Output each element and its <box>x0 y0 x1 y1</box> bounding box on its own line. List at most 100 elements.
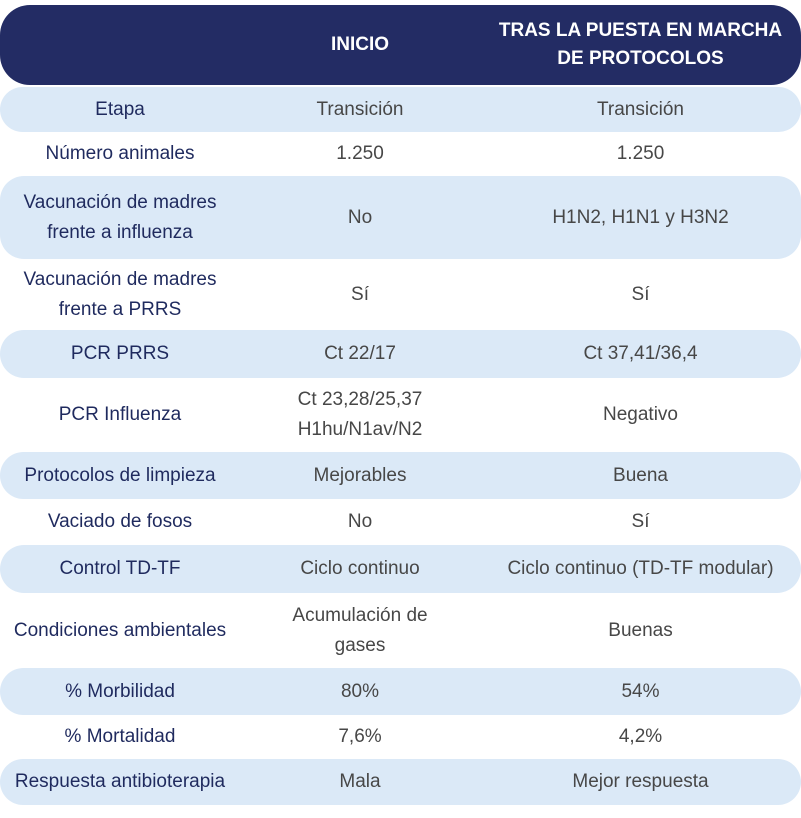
table-row: Vaciado de fosos No Sí <box>0 499 801 545</box>
text-line: Buenas <box>608 619 673 641</box>
row-label: Número animales <box>0 132 240 176</box>
table-cell: Ct 23,28/25,37 H1hu/N1av/N2 <box>240 378 480 452</box>
table-row: Respuesta antibioterapia Mala Mejor respue… <box>0 759 801 805</box>
text-line: Acumulación de <box>292 604 428 626</box>
text-line: INICIO <box>330 34 390 55</box>
text-line: Etapa <box>95 98 145 120</box>
table-cell: 1.250 <box>240 132 480 176</box>
row-label: % Mortalidad <box>0 715 240 759</box>
text-line: frente a influenza <box>47 221 193 243</box>
text-line: Negativo <box>603 404 678 425</box>
text-line: % Morbilidad <box>65 680 175 702</box>
table-row: PCR PRRS Ct 22/17 Ct 37,41/36,4 <box>0 330 801 378</box>
text-line: Protocolos de limpieza <box>24 464 216 486</box>
row-label: Control TD-TF <box>0 545 240 593</box>
row-label: % Morbilidad <box>0 668 240 715</box>
text-line: 1.250 <box>336 143 384 164</box>
text-line: Buena <box>613 464 668 486</box>
table-cell: Negativo <box>480 378 801 452</box>
text-line: Ct 23,28/25,37 <box>297 389 423 410</box>
text-line: Mejor respuesta <box>572 771 709 792</box>
text-line: Vaciado de fosos <box>47 511 193 532</box>
table-row: % Morbilidad 80% 54% <box>0 668 801 715</box>
table-row: PCR Influenza Ct 23,28/25,37 H1hu/N1av/N2 N… <box>0 378 801 452</box>
text-line: Vacunación de madres <box>23 191 217 213</box>
text-line: 7,6% <box>338 726 382 747</box>
text-line: No <box>347 206 373 228</box>
row-label: Vacunación de madres frente a PRRS <box>0 259 240 330</box>
table-cell: Sí <box>240 259 480 330</box>
row-label: Protocolos de limpieza <box>0 452 240 499</box>
text-line: 80% <box>340 680 380 702</box>
table-cell: Acumulación de gases <box>240 593 480 668</box>
text-line: Número animales <box>45 143 195 164</box>
text-line: Respuesta antibioterapia <box>14 771 226 792</box>
table-cell: Ciclo continuo <box>240 545 480 593</box>
row-label: Etapa <box>0 87 240 132</box>
table-row: Vacunación de madres frente a PRRS Sí Sí <box>0 259 801 330</box>
text-line: Ct 37,41/36,4 <box>583 343 698 364</box>
header-cell: INICIO <box>240 5 480 85</box>
table-cell: 7,6% <box>240 715 480 759</box>
text-line: PCR PRRS <box>70 343 170 364</box>
table-cell: Mejor respuesta <box>480 759 801 805</box>
table-cell: Ciclo continuo (TD-TF modular) <box>480 545 801 593</box>
table-cell: Transición <box>240 87 480 132</box>
text-line: Transición <box>597 98 684 120</box>
text-line: Ciclo continuo (TD-TF modular) <box>507 558 774 579</box>
text-line: H1N2, H1N1 y H3N2 <box>552 206 729 228</box>
table-row: % Mortalidad 7,6% 4,2% <box>0 715 801 759</box>
text-line: gases <box>334 634 386 656</box>
table-cell: Mejorables <box>240 452 480 499</box>
text-line: Vacunación de madres <box>23 268 217 290</box>
text-line: Control TD-TF <box>59 558 181 579</box>
table-cell: 54% <box>480 668 801 715</box>
table-row: Control TD-TF Ciclo continuo Ciclo continu… <box>0 545 801 593</box>
table-cell: 1.250 <box>480 132 801 176</box>
row-label: Vaciado de fosos <box>0 499 240 545</box>
text-line: No <box>347 511 373 532</box>
text-line: frente a PRRS <box>58 298 182 320</box>
text-line: TRAS LA PUESTA EN MARCHA <box>498 20 783 41</box>
row-label: Respuesta antibioterapia <box>0 759 240 805</box>
row-label: PCR Influenza <box>0 378 240 452</box>
table-cell: Ct 37,41/36,4 <box>480 330 801 378</box>
text-line: DE PROTOCOLOS <box>557 48 724 69</box>
row-label: Condiciones ambientales <box>0 593 240 668</box>
text-line: 4,2% <box>618 726 663 747</box>
table-row: Etapa Transición Transición <box>0 87 801 132</box>
text-line: Sí <box>631 511 650 532</box>
table-row: Condiciones ambientales Acumulación de gas… <box>0 593 801 668</box>
text-line: Mala <box>339 771 381 792</box>
table-cell: H1N2, H1N1 y H3N2 <box>480 176 801 259</box>
text-line: Mejorables <box>313 464 407 486</box>
table-cell: Buenas <box>480 593 801 668</box>
table-cell: Buena <box>480 452 801 499</box>
text-line: 1.250 <box>616 143 665 164</box>
table-cell: 4,2% <box>480 715 801 759</box>
table-cell: Sí <box>480 499 801 545</box>
table-cell: Sí <box>480 259 801 330</box>
table-row: Protocolos de limpieza Mejorables Buena <box>0 452 801 499</box>
text-line: Condiciones ambientales <box>13 619 227 641</box>
text-line: Ct 22/17 <box>324 343 396 364</box>
table-cell: Ct 22/17 <box>240 330 480 378</box>
text-line: Sí <box>631 283 650 305</box>
text-line: Sí <box>351 283 369 305</box>
table-header: INICIO TRAS LA PUESTA EN MARCHA DE PROTOCO… <box>0 5 801 85</box>
text-line: H1hu/N1av/N2 <box>297 419 423 440</box>
text-line: Transición <box>316 98 404 120</box>
row-label: Vacunación de madres frente a influenza <box>0 176 240 259</box>
table-cell: Mala <box>240 759 480 805</box>
text-line: Ciclo continuo <box>300 558 420 579</box>
table-cell: Transición <box>480 87 801 132</box>
header-cell: TRAS LA PUESTA EN MARCHA DE PROTOCOLOS <box>480 5 801 85</box>
text-line: PCR Influenza <box>58 404 182 425</box>
table-cell: No <box>240 176 480 259</box>
table-row: Número animales 1.250 1.250 <box>0 132 801 176</box>
text-line: 54% <box>621 680 660 702</box>
row-label: PCR PRRS <box>0 330 240 378</box>
text-line: % Mortalidad <box>64 726 176 747</box>
table-cell: No <box>240 499 480 545</box>
